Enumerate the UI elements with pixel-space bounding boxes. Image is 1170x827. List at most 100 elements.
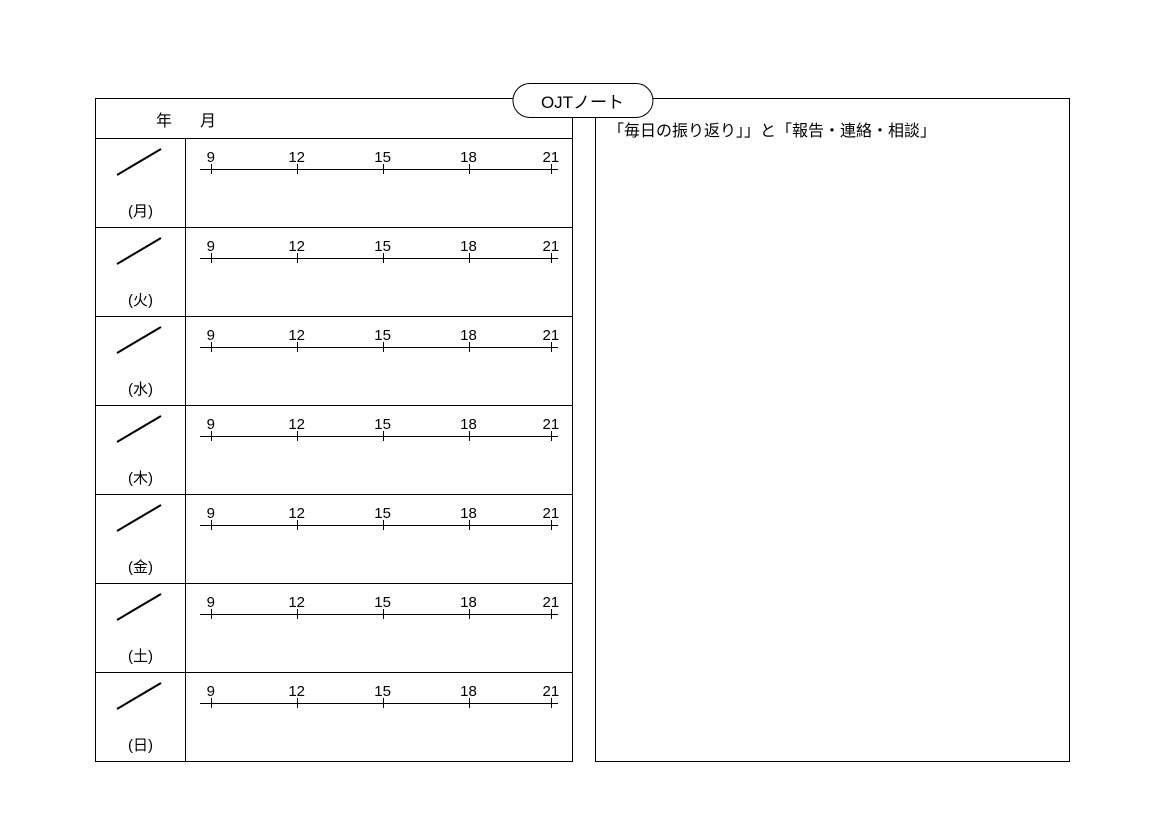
timeline-tick-mark xyxy=(297,698,298,708)
timeline-tick: 18 xyxy=(454,416,484,433)
date-cell[interactable]: (木) xyxy=(96,406,186,494)
timeline-tick-mark xyxy=(297,520,298,530)
timeline-cell[interactable]: 912151821 xyxy=(186,584,572,672)
timeline-tick: 15 xyxy=(368,149,398,166)
year-label: 年 xyxy=(156,107,174,131)
timeline-tick-mark xyxy=(211,609,212,619)
timeline-tick: 21 xyxy=(536,238,566,255)
timeline-ticks: 912151821 xyxy=(200,416,558,446)
timeline-tick: 21 xyxy=(536,683,566,700)
date-cell[interactable]: (月) xyxy=(96,139,186,227)
timeline-tick: 9 xyxy=(196,594,226,611)
date-cell[interactable]: (水) xyxy=(96,317,186,405)
timeline-tick: 21 xyxy=(536,416,566,433)
date-slash-icon xyxy=(111,590,167,624)
timeline-tick-mark xyxy=(297,431,298,441)
day-row: (金)912151821 xyxy=(96,495,572,584)
timeline-tick-mark xyxy=(211,253,212,263)
timeline-tick-mark xyxy=(211,698,212,708)
timeline: 912151821 xyxy=(200,149,558,179)
timeline-ticks: 912151821 xyxy=(200,238,558,268)
timeline-tick-mark xyxy=(383,164,384,174)
timeline-tick-mark xyxy=(383,342,384,352)
timeline-tick-mark xyxy=(469,342,470,352)
day-row: (水)912151821 xyxy=(96,317,572,406)
timeline-tick: 9 xyxy=(196,683,226,700)
day-row: (月) 9 12 15 18 21 xyxy=(96,139,572,228)
day-of-week-label: (土) xyxy=(96,645,185,666)
timeline-ticks: 912151821 xyxy=(200,683,558,713)
timeline-tick: 12 xyxy=(282,594,312,611)
timeline-tick-mark xyxy=(469,698,470,708)
date-cell[interactable]: (火) xyxy=(96,228,186,316)
timeline-tick: 9 xyxy=(196,149,226,166)
timeline-tick: 18 xyxy=(454,683,484,700)
timeline-tick-mark xyxy=(383,609,384,619)
date-cell[interactable]: (日) xyxy=(96,673,186,761)
date-cell[interactable]: (土) xyxy=(96,584,186,672)
timeline-tick: 12 xyxy=(282,149,312,166)
timeline-tick: 15 xyxy=(368,505,398,522)
date-slash-icon xyxy=(111,412,167,446)
timeline-tick: 21 xyxy=(536,149,566,166)
timeline-cell[interactable]: 912151821 xyxy=(186,495,572,583)
day-row: (日) 9 12 15 18 21 xyxy=(96,673,572,761)
timeline-tick-mark xyxy=(551,609,552,619)
timeline-tick-mark xyxy=(297,164,298,174)
timeline-tick-mark xyxy=(551,520,552,530)
timeline: 912151821 xyxy=(200,594,558,624)
date-slash-icon xyxy=(111,679,167,713)
timeline-tick: 12 xyxy=(282,416,312,433)
reflection-header: 「毎日の振り返り」」と「報告・連絡・相談」 xyxy=(608,117,1057,141)
day-of-week-label: (木) xyxy=(96,467,185,488)
day-of-week-label: (日) xyxy=(96,734,185,755)
day-of-week-label: (金) xyxy=(96,556,185,577)
timeline-tick: 15 xyxy=(368,238,398,255)
timeline-cell[interactable]: 9 12 15 18 21 xyxy=(186,673,572,761)
days-container: (月) 9 12 15 18 21 (火) 9 12 15 18 21 (水) 9 12 15 18 21 (木) 9… xyxy=(96,139,572,761)
timeline: 912151821 xyxy=(200,238,558,268)
timeline-tick-mark xyxy=(297,609,298,619)
timeline-cell[interactable]: 912151821 xyxy=(186,406,572,494)
date-cell[interactable]: (金) xyxy=(96,495,186,583)
timeline-tick: 21 xyxy=(536,327,566,344)
timeline-tick-mark xyxy=(469,609,470,619)
timeline-tick-mark xyxy=(211,342,212,352)
timeline-tick-mark xyxy=(551,164,552,174)
timeline-tick: 18 xyxy=(454,327,484,344)
timeline-tick: 18 xyxy=(454,238,484,255)
timeline-tick: 12 xyxy=(282,683,312,700)
date-slash-icon xyxy=(111,323,167,357)
weekly-schedule-panel: 年 月 (月) 9 12 15 18 21 (火) 9 12 15 18 21 (水) 9 12 15 18 21… xyxy=(95,98,573,762)
timeline-ticks: 912151821 xyxy=(200,149,558,179)
timeline-tick-mark xyxy=(211,164,212,174)
day-row: (火)912151821 xyxy=(96,228,572,317)
timeline-cell[interactable]: 9 12 15 18 21 xyxy=(186,139,572,227)
timeline: 912151821 xyxy=(200,505,558,535)
timeline-tick: 18 xyxy=(454,505,484,522)
timeline-tick-mark xyxy=(297,253,298,263)
year-month-header: 年 月 xyxy=(96,99,572,139)
timeline-tick: 21 xyxy=(536,505,566,522)
timeline-ticks: 912151821 xyxy=(200,505,558,535)
timeline-tick-mark xyxy=(469,164,470,174)
timeline-cell[interactable]: 912151821 xyxy=(186,317,572,405)
day-row: (土) 912151821 xyxy=(96,584,572,673)
date-slash-icon xyxy=(111,234,167,268)
date-slash-icon xyxy=(111,501,167,535)
month-label: 月 xyxy=(200,107,218,131)
timeline-tick: 18 xyxy=(454,149,484,166)
timeline-tick: 15 xyxy=(368,683,398,700)
timeline-tick-mark xyxy=(383,253,384,263)
timeline: 912151821 xyxy=(200,683,558,713)
timeline-tick: 9 xyxy=(196,327,226,344)
timeline: 912151821 xyxy=(200,327,558,357)
page-title: OJTノート xyxy=(512,83,653,118)
timeline-tick-mark xyxy=(551,342,552,352)
ojt-note-sheet: OJTノート 年 月 (月)912151821(火)912151821(水)91… xyxy=(95,98,1070,762)
timeline-tick-mark xyxy=(551,698,552,708)
timeline-tick-mark xyxy=(551,431,552,441)
timeline-tick: 15 xyxy=(368,327,398,344)
timeline-cell[interactable]: 912151821 xyxy=(186,228,572,316)
timeline-tick: 15 xyxy=(368,416,398,433)
